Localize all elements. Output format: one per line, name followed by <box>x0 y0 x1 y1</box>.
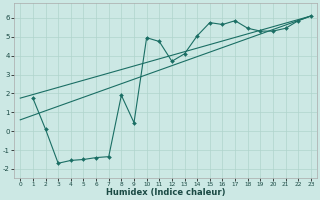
X-axis label: Humidex (Indice chaleur): Humidex (Indice chaleur) <box>106 188 225 197</box>
